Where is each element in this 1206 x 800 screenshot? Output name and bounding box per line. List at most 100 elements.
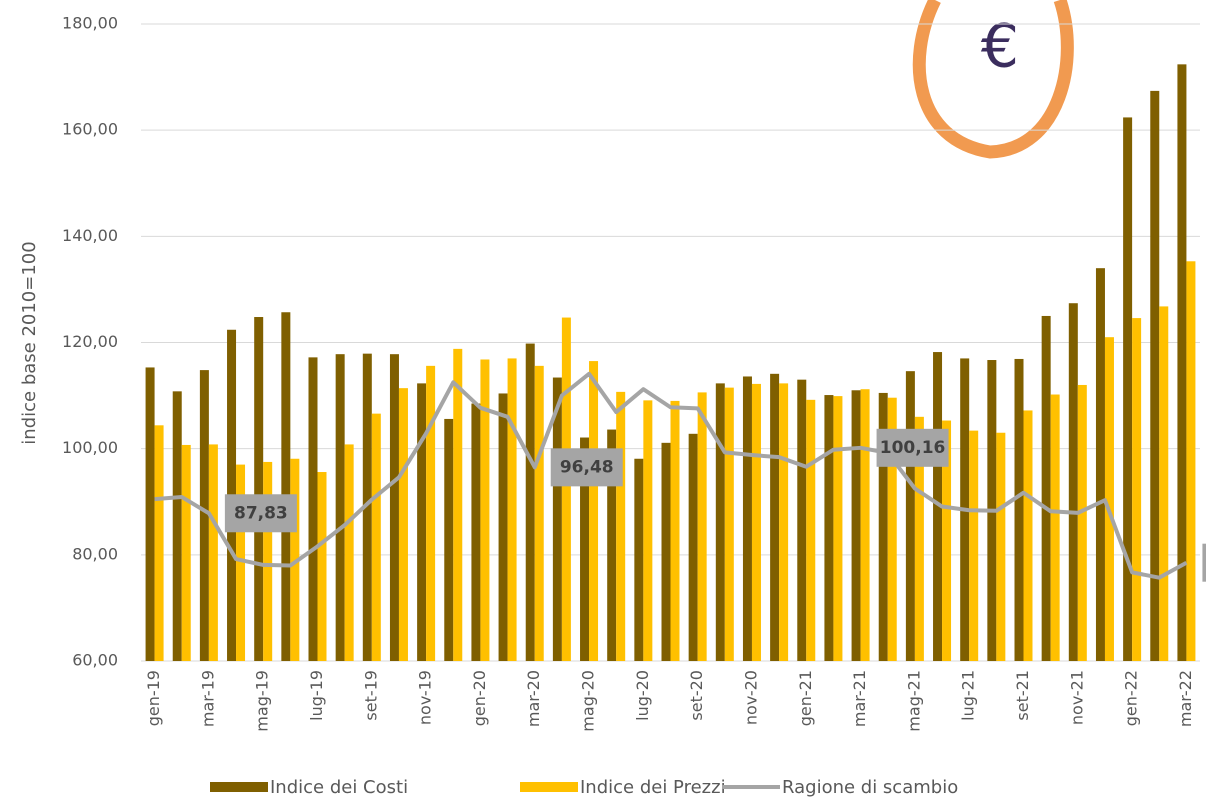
bar [671,401,680,661]
y-tick-label: 120,00 [62,332,118,351]
y-tick-label: 80,00 [72,544,118,563]
y-axis-label: indice base 2010=100 [19,241,40,444]
x-tick-label: gen-19 [144,670,163,726]
bar [453,349,462,661]
x-tick-label: lug-19 [307,670,326,721]
bar [797,380,806,661]
bar [480,359,489,661]
bar [345,444,354,661]
bar [236,465,245,661]
x-tick-label: lug-20 [633,670,652,721]
bar [263,462,272,661]
bar [1069,303,1078,661]
x-tick-label: nov-20 [741,670,760,725]
x-tick-label: lug-21 [959,670,978,721]
bar [417,383,426,661]
bar [852,390,861,661]
bar [173,391,182,661]
bar [209,444,218,661]
value-label: 96,48 [560,457,614,477]
x-tick-label: nov-19 [416,670,435,725]
bar [770,374,779,661]
bar [390,354,399,661]
legend-swatch [520,782,578,792]
x-tick-label: set-19 [361,670,380,721]
bar [589,361,598,661]
bar [1123,117,1132,661]
x-tick-label: mar-21 [850,670,869,727]
chart: € indice base 2010=100 60,00 80,00 100,00 1… [0,0,1206,800]
bar [336,354,345,661]
x-tick-label: gen-22 [1122,670,1141,726]
bar [752,384,761,661]
bar [1042,316,1051,661]
y-tick-label: 140,00 [62,226,118,245]
bar [318,472,327,661]
bar [508,358,517,661]
y-tick-label: 100,00 [62,438,118,457]
x-tick-label: set-20 [687,670,706,721]
bar [155,425,164,661]
bar [1015,359,1024,661]
x-tick-label: nov-21 [1067,670,1086,725]
legend-label: Ragione di scambio [782,777,958,798]
value-label: 87,83 [234,503,288,523]
y-tick-label: 160,00 [62,120,118,139]
bar [906,371,915,661]
bar [1186,261,1195,661]
bar [535,366,544,661]
bar [1051,395,1060,661]
x-tick-label: mar-19 [198,670,217,727]
bar [833,396,842,661]
bar [444,419,453,661]
bar [643,400,652,661]
bar [254,317,263,661]
x-tick-label: gen-21 [796,670,815,726]
value-label: 100,16 [880,438,946,458]
bar [698,392,707,661]
bar [1024,410,1033,661]
bar [399,388,408,661]
legend-label: Indice dei Costi [270,777,408,798]
x-tick-label: mar-22 [1176,670,1195,727]
bar [1177,64,1186,661]
bar [689,434,698,661]
bar [824,395,833,661]
bar [616,392,625,661]
bar [372,414,381,661]
bar [725,388,734,661]
x-tick-label: set-21 [1013,670,1032,721]
bar [779,383,788,661]
x-tick-label: mag-19 [253,670,272,732]
bar [526,344,535,661]
bar [996,433,1005,661]
bar [182,445,191,661]
bar [861,389,870,661]
bar [806,400,815,661]
bar [426,366,435,661]
x-tick-label: mar-20 [524,670,543,727]
x-tick-label: mag-20 [579,670,598,732]
bar [716,383,725,661]
x-tick-label: gen-20 [470,670,489,726]
bar [634,459,643,661]
bar [562,318,571,661]
bar [471,404,480,661]
bar [146,367,155,661]
bar [1132,318,1141,661]
bar [1078,385,1087,661]
value-label-box [1202,544,1206,582]
page: {"chart_data": {"type": "bar-line", "y_l… [0,0,1206,800]
bar [309,357,318,661]
bar [281,312,290,661]
bar [1096,268,1105,661]
y-tick-label: 60,00 [72,651,118,670]
bar [1159,306,1168,661]
euro-symbol: € [981,12,1019,82]
y-tick-label: 180,00 [62,14,118,33]
legend-label: Indice dei Prezzi [580,777,726,798]
bar [499,393,508,661]
bar [662,443,671,661]
bar [969,431,978,661]
legend-swatch [210,782,268,792]
